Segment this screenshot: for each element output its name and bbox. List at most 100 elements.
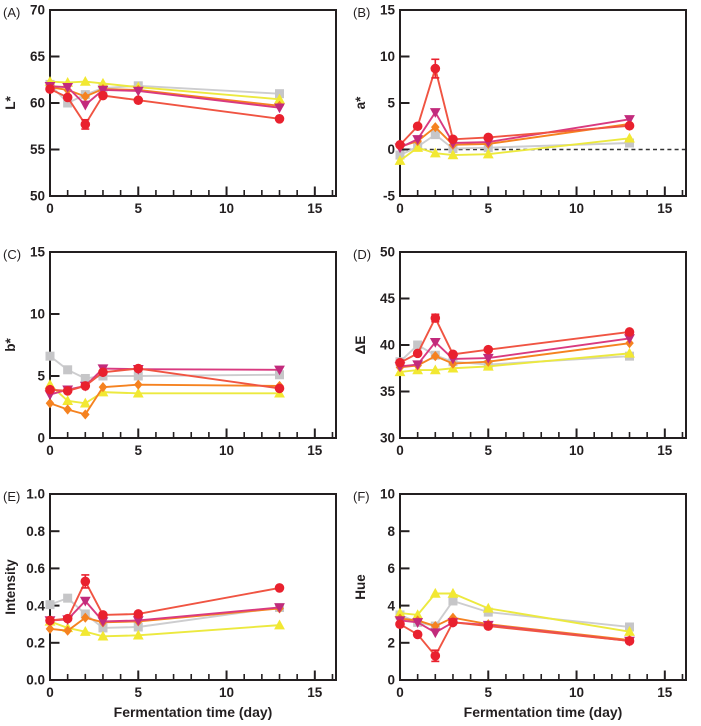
x-tick-label: 5 — [485, 201, 493, 216]
y-axis-title: L* — [3, 96, 18, 110]
x-tick-label: 10 — [569, 685, 584, 700]
circle-marker — [430, 651, 441, 661]
circle-marker — [395, 357, 405, 368]
y-axis-title: a* — [353, 96, 368, 110]
chart-c: 0 5 10 15 0 5 10 15 (C) b* — [3, 245, 337, 458]
triangle-up-marker — [79, 626, 91, 636]
series-magenta-down-triangle — [394, 334, 635, 372]
triangle-up-marker — [482, 148, 494, 159]
y-axis-title: Intensity — [3, 559, 18, 615]
y-tick-label: 8 — [387, 524, 395, 539]
circle-marker — [624, 120, 635, 131]
circle-marker — [98, 610, 108, 620]
triangle-down-marker — [274, 603, 285, 614]
panel-label: (E) — [3, 489, 20, 504]
triangle-up-marker — [132, 629, 144, 640]
y-tick-label: 10 — [30, 307, 45, 322]
square-marker — [133, 622, 143, 632]
circle-marker — [45, 384, 55, 395]
series-magenta-down-triangle — [44, 82, 285, 114]
circle-marker — [412, 629, 423, 640]
series-red-circle — [45, 84, 285, 130]
panel-e: 0 5 10 15 0.0 0.2 0.4 0.6 0.8 1.0 (E) Intensity Ferm… — [0, 484, 350, 726]
panel-a: 0 5 10 15 50 55 60 65 70 (A) L* — [0, 0, 350, 242]
circle-marker — [98, 90, 108, 101]
y-tick-label: 30 — [380, 431, 395, 446]
circle-marker — [133, 609, 144, 619]
circle-marker — [274, 583, 285, 593]
series-red-circle — [395, 58, 635, 150]
y-axis-title: ΔE — [353, 336, 368, 355]
triangle-down-marker — [412, 135, 424, 145]
x-tick-label: 5 — [485, 443, 493, 458]
square-marker — [413, 340, 423, 350]
triangle-up-marker — [394, 607, 406, 618]
y-tick-label: 0.8 — [26, 524, 45, 539]
triangle-up-marker — [79, 397, 91, 408]
diamond-marker — [133, 379, 143, 390]
y-tick-label: 15 — [30, 245, 46, 260]
circle-marker — [448, 134, 458, 145]
panel-f: 0 5 10 15 0 2 4 6 8 10 (F) Hue Fermentation time (da… — [350, 484, 701, 726]
panel-c: 0 5 10 15 0 5 10 15 (C) b* — [0, 242, 350, 484]
diamond-marker — [81, 612, 90, 623]
plot-box — [399, 493, 687, 681]
circle-marker — [483, 132, 494, 143]
y-axis-title: Hue — [353, 574, 368, 600]
triangle-up-marker — [412, 142, 424, 152]
y-tick-label: 4 — [387, 598, 395, 613]
x-tick-label: 0 — [396, 685, 404, 700]
series-magenta-down-triangle — [394, 616, 635, 647]
triangle-up-marker — [274, 619, 285, 630]
series-line — [49, 620, 280, 638]
triangle-down-marker — [274, 365, 285, 376]
series-red-circle — [395, 617, 635, 663]
x-tick-label: 0 — [396, 201, 404, 216]
y-tick-label: 0.0 — [26, 673, 45, 688]
circle-marker — [448, 617, 458, 628]
chart-d: 0 5 10 15 30 35 40 45 50 (D) ΔE — [353, 245, 687, 458]
square-marker — [45, 351, 55, 361]
circle-marker — [133, 363, 144, 374]
square-marker — [98, 623, 108, 633]
diamond-marker — [81, 91, 90, 102]
series-magenta-down-triangle — [44, 364, 285, 401]
triangle-up-marker — [624, 347, 635, 358]
series-line — [399, 337, 630, 368]
y-tick-label: 5 — [387, 96, 395, 111]
y-tick-label: 40 — [380, 338, 395, 353]
series-line — [49, 383, 280, 405]
y-tick-label: 0.2 — [26, 636, 45, 651]
square-marker — [625, 138, 635, 148]
triangle-up-marker — [482, 602, 494, 613]
triangle-down-marker — [412, 618, 424, 628]
plot-box — [49, 251, 337, 439]
series-red-circle — [45, 363, 285, 396]
circle-marker — [430, 63, 441, 74]
triangle-down-marker — [429, 628, 441, 639]
square-marker — [63, 365, 73, 375]
x-tick-label: 15 — [307, 201, 323, 216]
y-tick-label: 0 — [37, 431, 45, 446]
x-tick-label: 10 — [219, 201, 234, 216]
square-marker — [80, 373, 90, 383]
circle-marker — [80, 119, 91, 130]
triangle-up-marker — [97, 630, 109, 641]
chart-e: 0 5 10 15 0.0 0.2 0.4 0.6 0.8 1.0 (E) Intensity Ferm… — [3, 487, 337, 720]
y-tick-label: 55 — [30, 142, 46, 157]
x-tick-label: 5 — [135, 201, 143, 216]
y-tick-label: 65 — [30, 49, 46, 64]
square-marker — [63, 98, 73, 108]
triangle-up-marker — [132, 387, 144, 398]
triangle-up-marker — [412, 609, 424, 620]
panel-label: (F) — [353, 489, 370, 504]
triangle-down-marker — [482, 353, 494, 364]
triangle-up-marker — [274, 93, 285, 104]
x-tick-label: 5 — [135, 685, 143, 700]
circle-marker — [624, 327, 635, 337]
x-tick-label: 10 — [569, 443, 584, 458]
y-tick-label: 0 — [387, 673, 395, 688]
circle-marker — [448, 349, 458, 360]
y-tick-label: 10 — [380, 49, 395, 64]
